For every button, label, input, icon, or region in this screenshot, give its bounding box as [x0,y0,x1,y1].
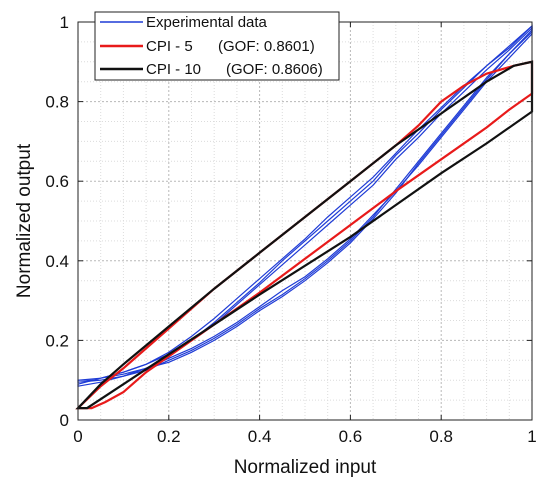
y-tick-label: 0.4 [45,252,69,271]
legend-label-experimental: Experimental data [146,14,268,31]
x-tick-label: 0.8 [429,427,453,446]
y-axis-label: Normalized output [14,143,35,298]
x-tick-label: 1 [527,427,536,446]
legend: Experimental data CPI - 5 (GOF: 0.8601) … [94,11,340,81]
legend-gof-cpi5: (GOF: 0.8601) [218,38,315,55]
x-tick-label: 0.4 [248,427,272,446]
x-tick-label: 0.6 [339,427,363,446]
legend-label-cpi10: CPI - 10 [146,61,201,78]
x-axis-label: Normalized input [234,457,377,478]
y-tick-label: 0.2 [45,331,69,350]
legend-gof-cpi10: (GOF: 0.8606) [226,61,323,78]
y-tick-label: 0.6 [45,172,69,191]
x-tick-label: 0.2 [157,427,181,446]
legend-label-cpi5: CPI - 5 [146,38,193,55]
y-tick-label: 1 [60,13,69,32]
grid [78,22,532,420]
y-tick-label: 0 [60,411,69,430]
series-cpi10-loop [75,60,534,410]
y-tick-label: 0.8 [45,93,69,112]
ticks: 0 0.2 0.4 0.6 0.8 1 0 0.2 0.4 0.6 0.8 1 [45,13,536,446]
x-tick-label: 0 [73,427,82,446]
